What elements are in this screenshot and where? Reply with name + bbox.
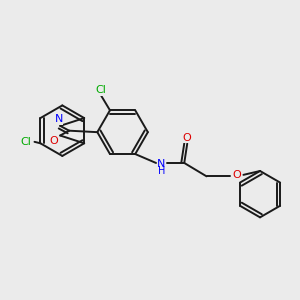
Text: H: H <box>158 166 165 176</box>
Text: O: O <box>183 133 192 143</box>
Text: Cl: Cl <box>96 85 106 95</box>
Text: N: N <box>55 114 63 124</box>
Text: O: O <box>49 136 58 146</box>
Text: N: N <box>157 159 166 170</box>
Text: Cl: Cl <box>20 137 31 147</box>
Text: O: O <box>232 170 241 180</box>
